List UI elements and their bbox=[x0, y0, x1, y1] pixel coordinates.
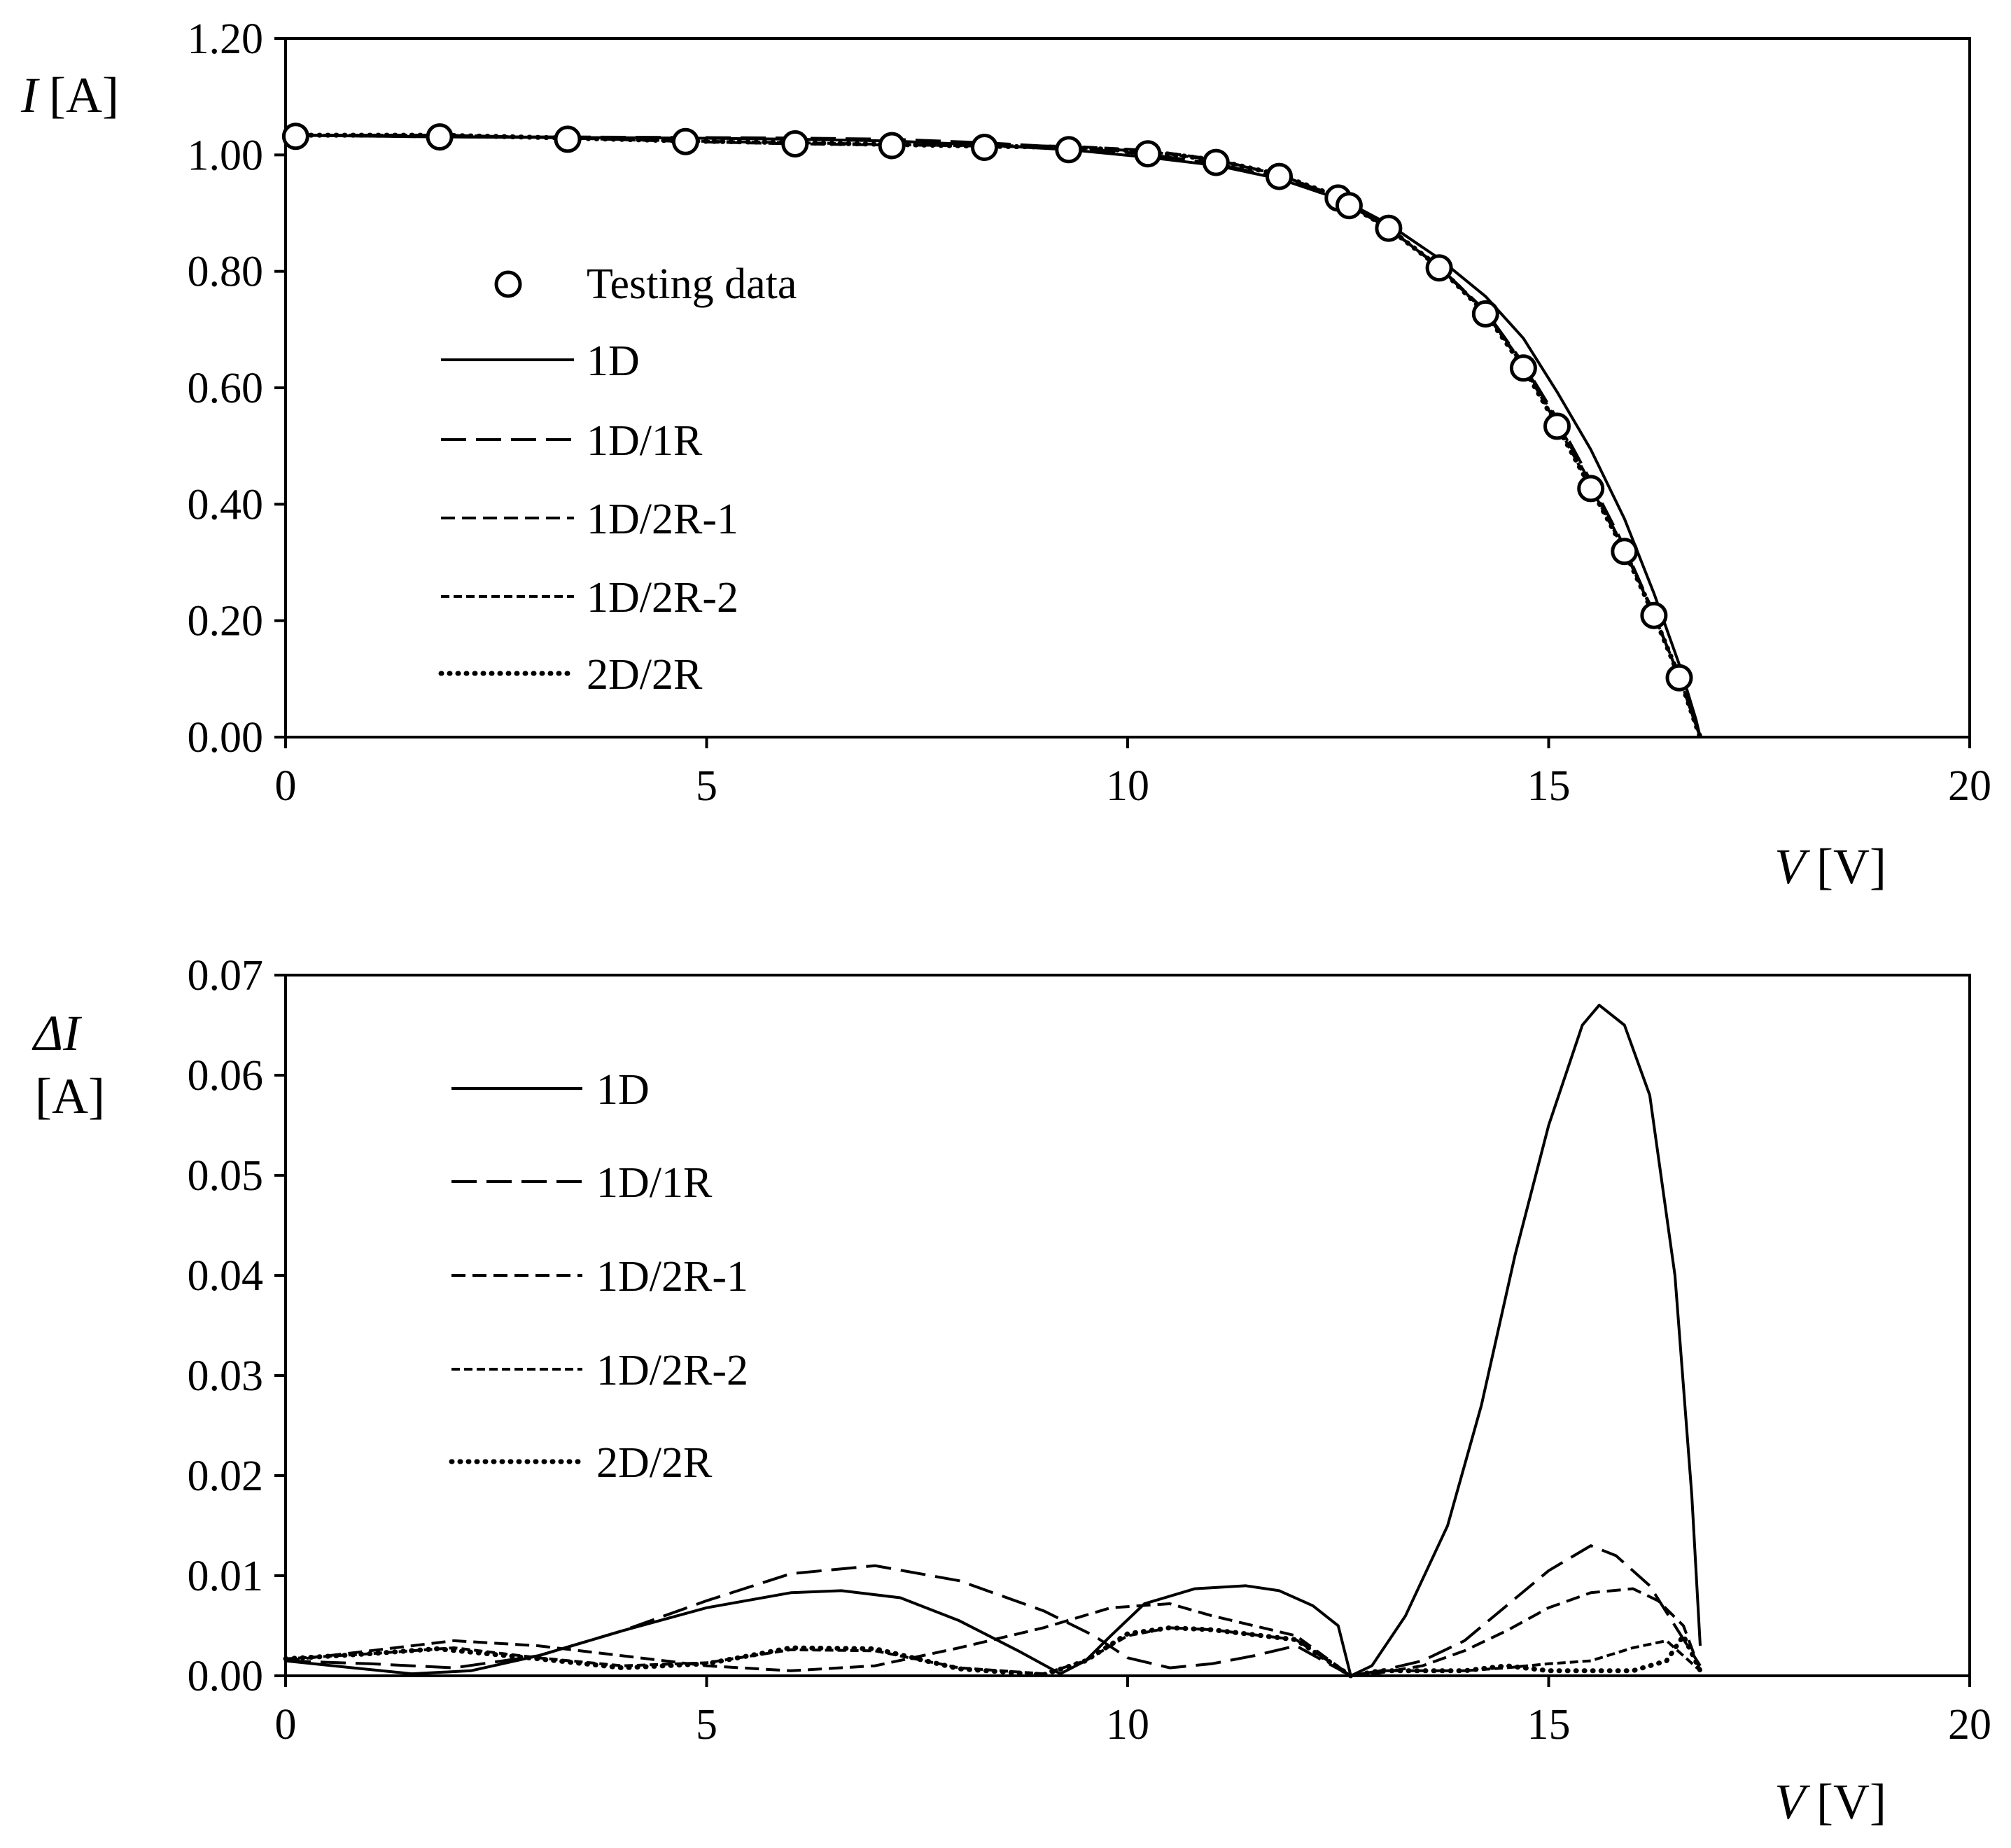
bottom-x-axis-label: V [V] bbox=[1774, 1774, 1886, 1830]
testing-data-point bbox=[1577, 475, 1605, 503]
bottom-series-1d-1r bbox=[285, 1544, 1702, 1677]
testing-data-point bbox=[1375, 214, 1403, 242]
bottom-y-ticks: 0.00 0.01 0.02 0.03 0.04 0.05 0.06 0.07 bbox=[188, 952, 286, 1700]
testing-data-point bbox=[1640, 601, 1668, 629]
legend-1d2r1-label: 1D/2R-1 bbox=[587, 496, 738, 543]
iv-curve-chart: 0.000.200.400.600.801.001.20 0 5 10 15 20 I[… bbox=[20, 15, 1991, 895]
top-y-tick-label: 0.00 bbox=[188, 714, 264, 762]
bottom-series-1d-2r-1 bbox=[285, 1587, 1702, 1677]
testing-data-point bbox=[554, 125, 582, 153]
bottom-x-tick-label: 0 bbox=[275, 1701, 297, 1749]
bottom-y-tick-label: 0.06 bbox=[188, 1052, 264, 1100]
top-x-tick-label: 20 bbox=[1948, 762, 1991, 810]
top-x-tick-label: 15 bbox=[1527, 762, 1571, 810]
testing-data-point bbox=[1543, 412, 1571, 440]
delta-i-chart: 0.00 0.01 0.02 0.03 0.04 0.05 0.06 0.07 0 5 10 15 2… bbox=[31, 952, 1991, 1830]
bottom-y-var: ΔI bbox=[31, 1005, 82, 1061]
testing-data-point bbox=[1202, 148, 1230, 176]
legend-testing-data-marker bbox=[494, 270, 522, 298]
bottom-x-tick-label: 15 bbox=[1527, 1701, 1571, 1749]
top-y-tick-label: 1.00 bbox=[188, 132, 264, 179]
testing-data-point bbox=[426, 123, 454, 151]
testing-data-point bbox=[1266, 162, 1293, 190]
bottom-y-unit: [A] bbox=[35, 1068, 105, 1124]
bottom-x-tick-label: 20 bbox=[1948, 1701, 1991, 1749]
top-y-axis-label: I [A] bbox=[20, 67, 119, 123]
bottom-x-tick-label: 5 bbox=[696, 1701, 717, 1749]
testing-data-point bbox=[781, 130, 809, 158]
bottom-y-tick-label: 0.00 bbox=[188, 1653, 264, 1700]
top-y-var: I bbox=[20, 67, 40, 123]
bottom-y-tick-label: 0.07 bbox=[188, 952, 264, 1000]
top-x-tick-label: 5 bbox=[696, 762, 717, 810]
testing-data-point bbox=[671, 127, 699, 155]
bottom-y-tick-label: 0.01 bbox=[188, 1553, 264, 1600]
legend2-1d-label: 1D bbox=[596, 1066, 650, 1114]
bottom-series-2d-2r bbox=[283, 1625, 1703, 1679]
bottom-x-unit: [V] bbox=[1816, 1774, 1886, 1830]
top-x-var: V bbox=[1774, 839, 1810, 895]
bottom-series-1d-2r-2 bbox=[285, 1626, 1702, 1677]
top-x-tick-label: 0 bbox=[275, 762, 297, 810]
top-y-unit: [A] bbox=[49, 67, 119, 123]
testing-data-point bbox=[281, 122, 309, 150]
legend2-2d2r-label: 2D/2R bbox=[596, 1439, 713, 1487]
bottom-x-var: V bbox=[1774, 1774, 1810, 1830]
testing-data-point bbox=[1134, 140, 1162, 168]
legend-2d2r-label: 2D/2R bbox=[587, 651, 703, 699]
top-y-tick-label: 0.20 bbox=[188, 598, 264, 645]
testing-data-point bbox=[1509, 354, 1537, 382]
top-legend: Testing data 1D 1D/1R 1D/2R-1 1D/2R-2 2D… bbox=[438, 260, 797, 699]
bottom-x-tick-label: 10 bbox=[1106, 1701, 1149, 1749]
testing-data-point bbox=[1335, 192, 1363, 220]
top-x-ticks: 0 5 10 15 20 bbox=[275, 737, 1991, 810]
testing-data-point bbox=[1425, 254, 1453, 282]
top-x-tick-label: 10 bbox=[1106, 762, 1149, 810]
top-y-ticks: 0.00 0.20 0.40 0.60 0.80 1.00 1.20 bbox=[188, 15, 286, 762]
legend-1d-label: 1D bbox=[587, 337, 640, 385]
top-y-tick-label: 1.20 bbox=[188, 15, 264, 63]
top-y-tick-label: 0.80 bbox=[188, 248, 264, 296]
testing-data-point bbox=[1665, 664, 1693, 692]
testing-data-point bbox=[878, 132, 906, 160]
bottom-legend: 1D 1D/1R 1D/2R-1 1D/2R-2 2D/2R bbox=[449, 1066, 748, 1487]
legend2-1d2r2-label: 1D/2R-2 bbox=[596, 1347, 748, 1394]
top-x-unit: [V] bbox=[1816, 839, 1886, 895]
testing-data-point bbox=[1471, 300, 1499, 328]
testing-data-point bbox=[1055, 136, 1083, 164]
top-y-tick-label: 0.60 bbox=[188, 365, 264, 412]
legend2-1d2r1-label: 1D/2R-1 bbox=[596, 1253, 748, 1301]
bottom-y-tick-label: 0.04 bbox=[188, 1252, 264, 1300]
testing-data-point bbox=[1611, 538, 1639, 566]
bottom-series-1d bbox=[285, 1003, 1702, 1677]
legend-1d2r2-label: 1D/2R-2 bbox=[587, 574, 738, 622]
bottom-x-ticks: 0 5 10 15 20 bbox=[275, 1676, 1991, 1749]
legend-testing-data-label: Testing data bbox=[587, 260, 797, 308]
top-testing-points bbox=[281, 122, 1693, 692]
testing-data-point bbox=[971, 134, 998, 161]
top-y-tick-label: 0.40 bbox=[188, 481, 264, 528]
legend2-1d1r-label: 1D/1R bbox=[596, 1159, 713, 1207]
legend-1d1r-label: 1D/1R bbox=[587, 417, 703, 465]
top-x-axis-label: V [V] bbox=[1774, 839, 1886, 895]
bottom-series-group bbox=[283, 1003, 1703, 1679]
bottom-y-tick-label: 0.05 bbox=[188, 1152, 264, 1200]
bottom-y-tick-label: 0.03 bbox=[188, 1352, 264, 1400]
bottom-y-tick-label: 0.02 bbox=[188, 1452, 264, 1500]
